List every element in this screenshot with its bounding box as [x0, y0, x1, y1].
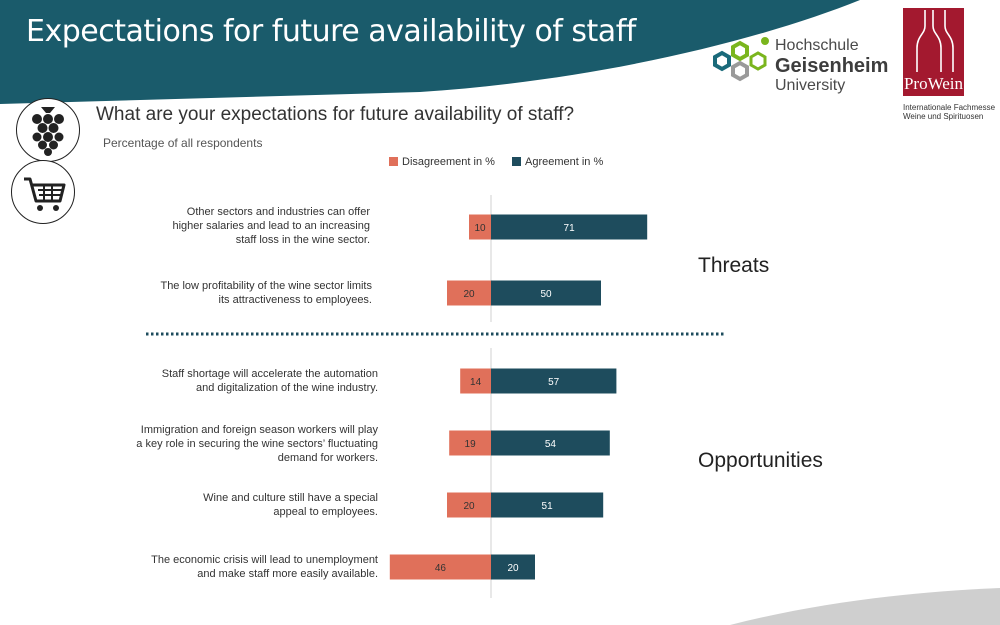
chart-legend: Disagreement in % Agreement in %: [389, 156, 617, 168]
prowein-subtitle: Internationale Fachmesse Weine und Spiri…: [903, 103, 995, 121]
data-label-agreement-1: 50: [540, 289, 552, 300]
shopping-cart-icon-circle: [11, 160, 75, 224]
data-label-agreement-4: 51: [542, 501, 554, 512]
data-label-agreement-2: 57: [548, 377, 560, 388]
university-logo-text: Hochschule Geisenheim University: [775, 38, 888, 94]
page-title: Expectations for future availability of …: [26, 14, 636, 49]
legend-label-disagreement: Disagreement in %: [402, 156, 495, 168]
category-label-line: Wine and culture still have a special: [203, 492, 378, 504]
bar-agreement-5: [491, 554, 535, 580]
legend-swatch-disagreement: [389, 157, 398, 166]
category-label-line: The low profitability of the wine sector…: [160, 280, 372, 292]
data-label-agreement-0: 71: [564, 223, 576, 234]
category-label-line: appeal to employees.: [273, 506, 378, 518]
category-label-4: Wine and culture still have a special ap…: [98, 491, 378, 519]
category-label-line: Immigration and foreign season workers w…: [140, 424, 378, 436]
category-label-line: Other sectors and industries can offer: [186, 206, 370, 218]
category-label-2: Staff shortage will accelerate the autom…: [98, 367, 378, 395]
prowein-logo: ProWein: [903, 8, 964, 96]
bar-agreement-3: [491, 430, 610, 456]
bar-disagreement-4: [447, 492, 491, 518]
university-logo-icon: [713, 37, 769, 82]
bar-disagreement-2: [460, 368, 491, 394]
category-label-3: Immigration and foreign season workers w…: [98, 423, 378, 465]
data-label-disagreement-4: 20: [463, 501, 475, 512]
bar-agreement-2: [491, 368, 617, 394]
data-label-disagreement-5: 46: [435, 563, 447, 574]
category-label-line: demand for workers.: [277, 452, 378, 464]
category-label-5: The economic crisis will lead to unemplo…: [98, 553, 378, 581]
grapes-icon: [32, 107, 64, 156]
data-label-disagreement-3: 19: [465, 439, 477, 450]
category-label-line: and digitalization of the wine industry.: [195, 382, 378, 394]
category-label-line: a key role in securing the wine sectors’…: [136, 438, 378, 450]
category-label-line: and make staff more easily available.: [197, 568, 378, 580]
data-label-agreement-3: 54: [545, 439, 557, 450]
bar-agreement-1: [491, 280, 601, 306]
legend-swatch-agreement: [512, 157, 521, 166]
bar-disagreement-1: [447, 280, 491, 306]
footer-swoosh: [730, 588, 1000, 625]
university-line2: Geisenheim: [775, 55, 889, 77]
data-label-disagreement-1: 20: [463, 289, 475, 300]
legend-item-disagreement: Disagreement in %: [389, 156, 495, 168]
data-label-disagreement-0: 10: [474, 223, 486, 234]
legend-label-agreement: Agreement in %: [525, 156, 604, 168]
category-label-line: higher salaries and lead to an increasin…: [172, 220, 370, 232]
category-label-0: Other sectors and industries can offer h…: [90, 205, 370, 247]
chart-subtitle: Percentage of all respondents: [103, 136, 263, 150]
shopping-cart-icon: [24, 177, 66, 211]
category-label-line: its attractiveness to employees.: [218, 294, 372, 306]
chart-title: What are your expectations for future av…: [96, 104, 575, 125]
data-label-disagreement-2: 14: [470, 377, 482, 388]
prowein-name: ProWein: [903, 74, 964, 93]
prowein-subtitle-line2: Weine und Spirituosen: [903, 112, 984, 122]
prowein-subtitle-line1: Internationale Fachmesse: [903, 103, 996, 112]
grapes-icon-circle: [16, 98, 80, 162]
bar-disagreement-0: [469, 214, 491, 240]
bar-disagreement-3: [449, 430, 491, 456]
bar-disagreement-5: [389, 554, 491, 580]
category-label-line: staff loss in the wine sector.: [235, 234, 370, 246]
category-label-1: The low profitability of the wine sector…: [92, 279, 372, 307]
university-line3: University: [775, 77, 846, 94]
group-label-opportunities: Opportunities: [698, 449, 823, 472]
category-label-line: Staff shortage will accelerate the autom…: [161, 368, 378, 380]
university-line1: Hochschule: [775, 37, 859, 54]
header-band: [0, 0, 860, 104]
bar-agreement-0: [491, 214, 648, 240]
wine-bottles-icon: [916, 10, 954, 72]
data-label-agreement-5: 20: [507, 563, 519, 574]
group-label-threats: Threats: [698, 254, 770, 277]
bar-agreement-4: [491, 492, 604, 518]
legend-item-agreement: Agreement in %: [512, 156, 603, 168]
category-label-line: The economic crisis will lead to unemplo…: [151, 554, 378, 566]
